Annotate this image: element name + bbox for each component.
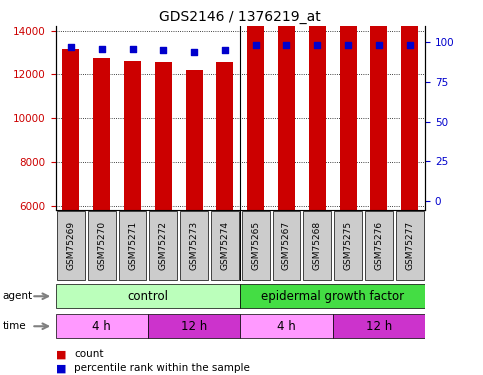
Text: GSM75273: GSM75273 [190,221,199,270]
FancyBboxPatch shape [148,314,240,338]
FancyBboxPatch shape [242,211,270,280]
Bar [340,0,356,210]
Text: 4 h: 4 h [277,320,296,333]
Bar [93,58,110,210]
Title: GDS2146 / 1376219_at: GDS2146 / 1376219_at [159,10,321,24]
Text: ■: ■ [56,350,66,359]
Point [221,47,229,53]
Point [406,42,413,48]
Text: GSM75267: GSM75267 [282,221,291,270]
Point [190,49,198,55]
FancyBboxPatch shape [272,211,300,280]
Point [375,42,383,48]
Point [159,47,167,53]
Text: control: control [128,290,169,303]
Text: GSM75271: GSM75271 [128,221,137,270]
Text: GSM75265: GSM75265 [251,221,260,270]
Text: 4 h: 4 h [92,320,111,333]
FancyBboxPatch shape [57,211,85,280]
FancyBboxPatch shape [88,211,115,280]
Text: time: time [2,321,26,331]
Text: GSM75270: GSM75270 [97,221,106,270]
FancyBboxPatch shape [333,314,425,338]
Text: agent: agent [2,291,32,301]
Bar [370,0,387,210]
Text: 12 h: 12 h [366,320,392,333]
Bar [155,62,172,210]
Text: ■: ■ [56,363,66,373]
Bar [62,49,79,210]
FancyBboxPatch shape [240,314,333,338]
Bar [401,0,418,210]
FancyBboxPatch shape [240,284,425,308]
FancyBboxPatch shape [180,211,208,280]
Point [283,42,290,48]
Point [313,42,321,48]
Text: percentile rank within the sample: percentile rank within the sample [74,363,250,373]
Text: count: count [74,350,103,359]
Bar [185,70,202,210]
FancyBboxPatch shape [365,211,393,280]
Bar [216,62,233,210]
Point [252,42,259,48]
Text: GSM75275: GSM75275 [343,221,353,270]
Point [344,42,352,48]
FancyBboxPatch shape [149,211,177,280]
Text: GSM75272: GSM75272 [159,221,168,270]
FancyBboxPatch shape [56,284,240,308]
Text: GSM75268: GSM75268 [313,221,322,270]
FancyBboxPatch shape [211,211,239,280]
Bar [124,61,141,210]
FancyBboxPatch shape [334,211,362,280]
Point [128,45,136,51]
Text: epidermal growth factor: epidermal growth factor [261,290,404,303]
FancyBboxPatch shape [396,211,424,280]
Point [98,45,106,51]
Text: GSM75269: GSM75269 [67,221,75,270]
FancyBboxPatch shape [303,211,331,280]
Point [67,44,75,50]
Text: 12 h: 12 h [181,320,207,333]
FancyBboxPatch shape [119,211,146,280]
Bar [309,0,326,210]
Text: GSM75274: GSM75274 [220,221,229,270]
Text: GSM75276: GSM75276 [374,221,384,270]
Text: GSM75277: GSM75277 [405,221,414,270]
Bar [247,0,264,210]
FancyBboxPatch shape [56,314,148,338]
Bar [278,0,295,210]
